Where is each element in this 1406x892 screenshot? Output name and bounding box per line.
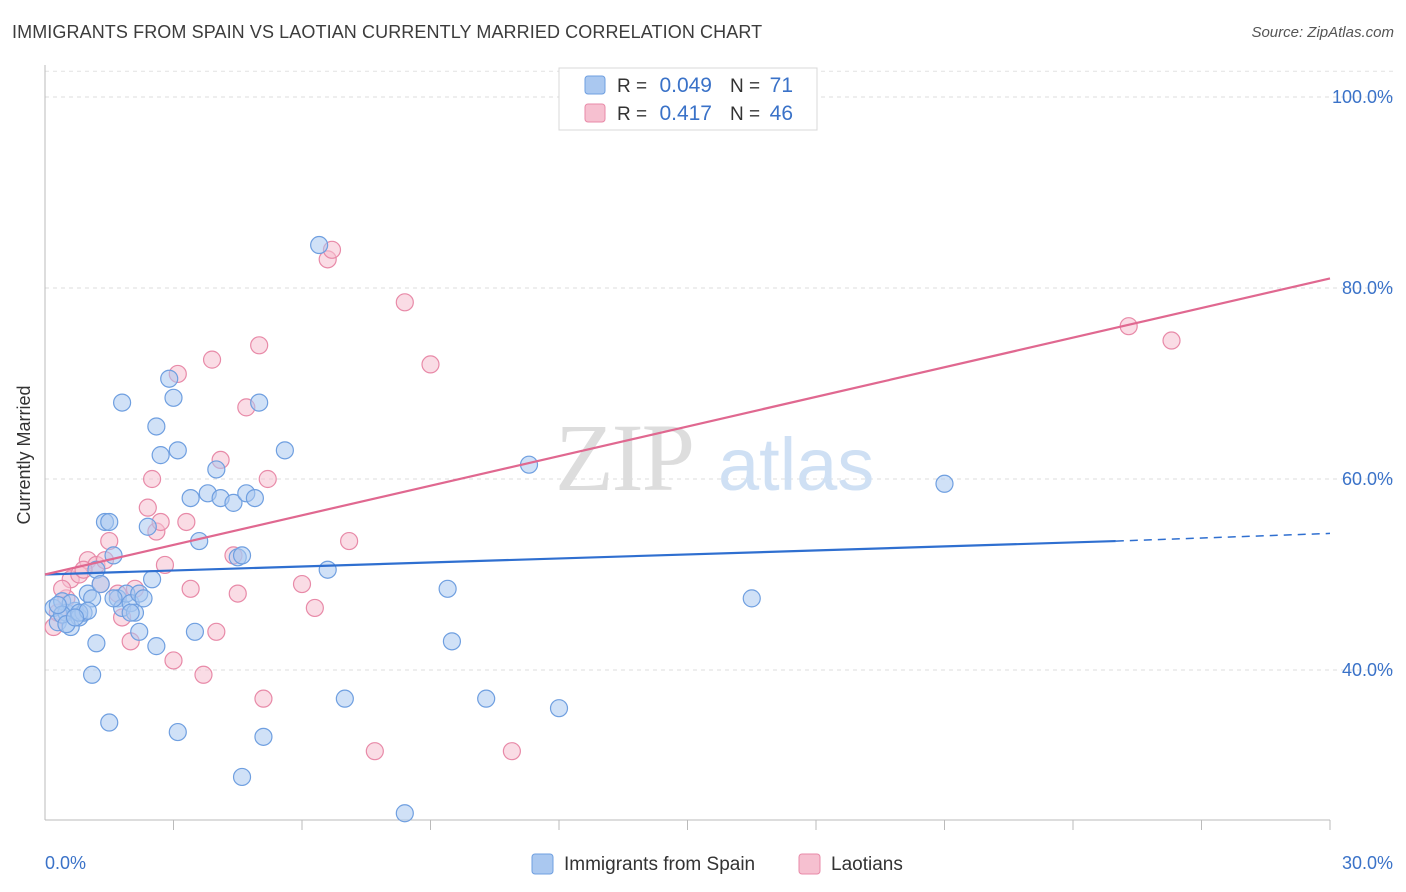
spain-point [442,632,462,651]
laotian-point [142,469,162,489]
spain-point [112,393,132,412]
stat-r-label: R = [617,104,647,125]
spain-point [151,446,170,465]
legend-swatch-spain [531,853,554,875]
spain-point [121,603,140,622]
spain-point [395,804,414,823]
spain-point [91,574,110,594]
spain-trend-line [44,539,1116,576]
spain-point [250,393,269,412]
laotian-point [365,742,384,761]
laotian-point [340,531,359,551]
spain-point [100,512,119,532]
spain-point [318,560,337,579]
spain-point [138,517,157,536]
spain-point [83,665,102,684]
spain-point [130,622,149,641]
laotian-point [395,293,414,312]
spain-point [168,441,187,460]
stat-n-label: N = [730,104,760,125]
spain-point [224,493,243,512]
laotian-point [258,469,277,489]
laotian-point [202,350,222,369]
spain-point [104,546,123,565]
y-tick-label: 100.0% [1332,87,1393,107]
spain-point [160,369,179,388]
stat-r-value: 0.417 [659,102,712,125]
laotian-point [181,579,200,598]
legend-swatch [584,75,606,95]
laotian-point [177,512,196,532]
y-tick-label: 40.0% [1342,660,1393,680]
legend-swatch [584,103,606,123]
spain-point [48,595,67,615]
laotian-point [207,622,226,641]
spain-point [164,388,183,407]
spain-point [147,637,166,656]
spain-point [100,713,119,732]
laotian-point [228,584,247,603]
x-tick-label: 30.0% [1342,853,1393,873]
watermark-zip: ZIP [555,404,693,511]
stat-n-value: 46 [770,102,793,125]
stat-r-label: R = [617,76,647,97]
laotian-point [502,742,521,761]
laotian-point [164,651,183,670]
spain-point [254,727,273,746]
stat-n-value: 71 [770,74,793,97]
spain-point [134,589,153,608]
stat-n-label: N = [730,76,760,97]
y-tick-label: 60.0% [1342,469,1393,489]
spain-point [87,634,106,653]
spain-point [245,489,264,508]
spain-point [935,474,954,493]
y-tick-label: 80.0% [1342,278,1393,298]
watermark-atlas: atlas [718,423,874,506]
laotian-point [194,665,213,684]
legend-label-spain: Immigrants from Spain [564,854,755,875]
spain-point [181,489,200,508]
spain-point [65,608,85,627]
spain-point [168,722,187,742]
laotian-point [155,555,175,575]
spain-point [438,579,457,598]
spain-point [549,699,569,718]
stat-r-value: 0.049 [659,74,712,97]
laotian-point [254,689,273,708]
spain-point [477,689,496,708]
spain-point [185,622,205,641]
spain-point [232,767,252,787]
spain-point [335,689,354,708]
spain-point [310,235,329,255]
laotian-point [305,598,324,618]
laotian-point [138,498,157,517]
x-tick-label: 0.0% [45,853,86,873]
spain-point [207,460,226,479]
laotian-point [292,574,312,594]
chart-source: Source: ZipAtlas.com [1251,24,1394,41]
laotian-point [421,355,440,374]
spain-point [104,589,123,608]
spain-point [232,546,252,565]
laotian-point [1162,331,1181,350]
spain-point [147,417,166,436]
spain-point [275,441,294,460]
spain-point [742,589,761,608]
chart-title: IMMIGRANTS FROM SPAIN VS LAOTIAN CURRENT… [12,22,763,42]
laotian-trend-line [44,277,1331,576]
laotian-point [250,336,269,355]
spain-point [142,570,162,589]
spain-trend-extension [1115,532,1331,542]
legend-swatch-laotians [798,853,821,875]
legend-label-laotians: Laotians [831,854,903,875]
